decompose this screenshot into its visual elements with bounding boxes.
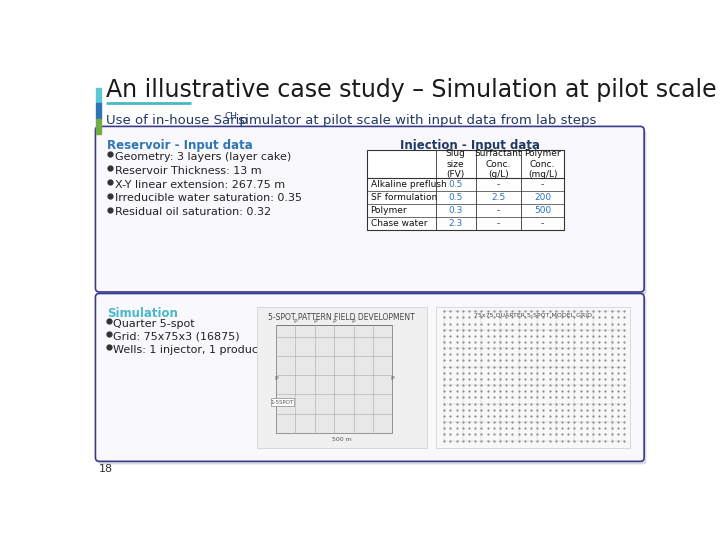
Text: 0.5: 0.5: [449, 193, 463, 202]
Text: Wells: 1 injector, 1 producer: Wells: 1 injector, 1 producer: [113, 345, 270, 355]
Text: Geometry: 3 layers (layer cake): Geometry: 3 layers (layer cake): [114, 152, 291, 162]
Text: Reservoir - Input data: Reservoir - Input data: [107, 139, 253, 152]
Text: 200: 200: [534, 193, 552, 202]
FancyBboxPatch shape: [96, 294, 644, 461]
Bar: [96, 119, 101, 134]
FancyBboxPatch shape: [98, 130, 647, 295]
Text: Grid: 75x75x3 (16875): Grid: 75x75x3 (16875): [113, 332, 240, 342]
Text: 500: 500: [534, 206, 552, 215]
Bar: [276, 325, 392, 433]
Bar: [96, 103, 101, 119]
Text: An illustrative case study – Simulation at pilot scale: An illustrative case study – Simulation …: [106, 78, 716, 102]
Text: 2.3: 2.3: [449, 219, 463, 228]
Text: P: P: [351, 319, 355, 323]
FancyBboxPatch shape: [98, 296, 647, 464]
Text: 0.5: 0.5: [449, 180, 463, 189]
Text: Reservoir Thickness: 13 m: Reservoir Thickness: 13 m: [114, 166, 261, 176]
Text: 5-SPOT PATTERN FIELD DEVELOPMENT: 5-SPOT PATTERN FIELD DEVELOPMENT: [269, 313, 415, 322]
Bar: [367, 150, 564, 231]
Text: P: P: [390, 376, 394, 381]
Text: Irreducible water saturation: 0.35: Irreducible water saturation: 0.35: [114, 193, 302, 204]
Text: -: -: [541, 219, 544, 228]
Text: P: P: [294, 319, 297, 323]
FancyBboxPatch shape: [96, 126, 644, 292]
Text: Polymer
Conc.
(mg/L): Polymer Conc. (mg/L): [524, 149, 561, 179]
Text: P: P: [333, 319, 336, 323]
Text: 2.5: 2.5: [491, 193, 505, 202]
Text: P: P: [274, 376, 278, 381]
Text: -: -: [541, 180, 544, 189]
Text: -: -: [497, 206, 500, 215]
Text: Residual oil saturation: 0.32: Residual oil saturation: 0.32: [114, 207, 271, 217]
Text: 1-5SPOT: 1-5SPOT: [271, 400, 294, 404]
Text: 0.3: 0.3: [449, 206, 463, 215]
Text: Surfactant
Conc.
(g/L): Surfactant Conc. (g/L): [474, 149, 522, 179]
Text: 75x75 QUARTER 5-SPOT MODEL GRID: 75x75 QUARTER 5-SPOT MODEL GRID: [474, 313, 593, 318]
Text: -: -: [497, 180, 500, 189]
Bar: [436, 307, 630, 448]
Text: P: P: [313, 319, 317, 323]
Text: Polymer: Polymer: [371, 206, 408, 215]
Text: simulator at pilot scale with input data from lab steps: simulator at pilot scale with input data…: [234, 114, 597, 127]
Text: -: -: [497, 219, 500, 228]
Text: Alkaline preflush: Alkaline preflush: [371, 180, 446, 189]
Text: CH: CH: [225, 112, 238, 121]
Text: Simulation: Simulation: [107, 307, 178, 320]
Text: 500 m: 500 m: [332, 437, 352, 442]
Text: Quarter 5-spot: Quarter 5-spot: [113, 319, 195, 329]
Text: Slug
size
(FV): Slug size (FV): [446, 149, 466, 179]
Bar: [271, 398, 294, 406]
Bar: [256, 307, 427, 448]
Text: Use of in-house Sarip: Use of in-house Sarip: [106, 114, 248, 127]
Text: Injection - Input data: Injection - Input data: [400, 139, 540, 152]
Text: Chase water: Chase water: [371, 219, 427, 228]
Text: 18: 18: [99, 464, 114, 475]
Bar: [96, 88, 101, 103]
Text: X-Y linear extension: 267.75 m: X-Y linear extension: 267.75 m: [114, 179, 285, 190]
Text: SF formulation: SF formulation: [371, 193, 437, 202]
